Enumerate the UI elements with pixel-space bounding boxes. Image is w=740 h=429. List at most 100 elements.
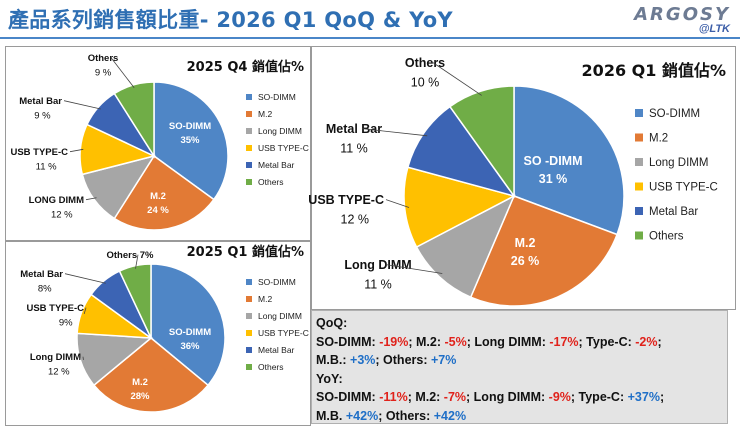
pie-chart-2025-q4: 2025 Q4 銷值佔% SO-DIMM 35% M.2 24 % LONG DIMM 12…: [10, 53, 309, 231]
pie-slice-long-dimm: [415, 194, 516, 299]
slice-value-label: 11 %: [36, 162, 58, 173]
yoy-line-1: SO-DIMM: -11%; M.2: -7%; Long DIMM: -9%;…: [316, 388, 723, 407]
slice-name-label: M.2: [150, 191, 166, 202]
legend-item-usb-type-c: USB TYPE-C: [246, 328, 309, 338]
slice-name-label: SO-DIMM: [169, 121, 211, 132]
pie-slice-m-2: [469, 195, 619, 307]
note-segment-pos: +37%: [627, 390, 660, 405]
note-segment-text: ; M.2:: [408, 334, 445, 349]
leader-line: [385, 199, 410, 208]
note-segment-neg: -9%: [548, 390, 571, 405]
legend-item-others: Others: [246, 177, 284, 187]
legend-label: SO-DIMM: [258, 277, 296, 287]
note-segment-pos: +42%: [433, 408, 467, 423]
legend-label: Others: [258, 177, 284, 187]
slice-value-label: 11 %: [340, 141, 368, 155]
qoq-heading: QoQ:: [316, 316, 348, 330]
legend-swatch: [635, 207, 643, 215]
data-label-metal-bar: Metal Bar 9 %: [19, 96, 101, 122]
slice-value-label: 9%: [59, 318, 73, 329]
yoy-line-2: M.B. +42%; Others: +42%: [316, 407, 723, 426]
note-segment-neg: -19%: [379, 334, 409, 349]
data-label-others: Others 7%: [107, 250, 155, 269]
slice-name-label: M.2: [515, 236, 536, 250]
note-segment-pos: +3%: [350, 353, 376, 368]
slice-name-label: Others: [88, 53, 119, 64]
pie-slice-so-dimm: [513, 85, 625, 236]
leader-line: [135, 254, 139, 269]
legend-item-so-dimm: SO-DIMM: [635, 108, 700, 120]
slice-name-label: Metal Bar: [326, 122, 382, 136]
slice-name-label: Others 7%: [107, 250, 155, 261]
note-segment-pos: +42%: [345, 408, 379, 423]
slice-value-label: 26 %: [511, 254, 540, 268]
legend-item-long-dimm: Long DIMM: [246, 311, 302, 321]
note-segment-neg: -11%: [379, 390, 408, 405]
legend-item-metal-bar: Metal Bar: [635, 206, 698, 218]
slice-value-label: 31 %: [539, 172, 568, 186]
legend-item-long-dimm: Long DIMM: [246, 126, 302, 136]
legend-swatch: [246, 94, 252, 100]
legend-label: USB TYPE-C: [649, 182, 718, 194]
legend-item-m-2: M.2: [246, 109, 272, 119]
pie-slice-metal-bar: [406, 105, 516, 198]
legend-label: SO-DIMM: [649, 108, 700, 120]
pie-slice-m-2: [92, 337, 210, 413]
leader-line: [85, 197, 97, 201]
note-segment-text: ;: [657, 334, 662, 349]
note-segment-text: M.B.: [316, 408, 346, 423]
pie-slice-others: [448, 85, 515, 199]
pie-panel-2025-q1: 2025 Q1 銷值佔% SO-DIMM 36% M.2 28% Long DIMM 12 …: [5, 241, 311, 426]
legend-item-usb-type-c: USB TYPE-C: [246, 143, 309, 153]
legend-item-metal-bar: Metal Bar: [246, 160, 295, 170]
data-label-metal-bar: Metal Bar 11 %: [326, 122, 428, 155]
leader-line: [361, 128, 428, 137]
legend-swatch: [635, 231, 643, 240]
legend-item-m-2: M.2: [246, 294, 272, 304]
note-segment-text: SO-DIMM:: [316, 334, 380, 349]
data-label-m-2: M.2 26 %: [511, 236, 540, 268]
note-segment-neg: -5%: [444, 334, 467, 349]
slice-name-label: USB TYPE-C: [10, 147, 68, 158]
note-segment-text: ; Long DIMM:: [466, 334, 550, 349]
legend-item-long-dimm: Long DIMM: [635, 157, 708, 169]
slice-value-label: 12 %: [51, 210, 73, 221]
slice-value-label: 28%: [130, 391, 150, 402]
slice-name-label: SO -DIMM: [523, 154, 582, 168]
slice-value-label: 8%: [38, 284, 52, 295]
slice-value-label: 12 %: [341, 212, 370, 226]
leader-line: [83, 307, 87, 315]
qoq-line-2: M.B.: +3%; Others: +7%: [316, 351, 723, 370]
legend-label: Metal Bar: [258, 160, 295, 170]
chart-title: 2025 Q4 銷值佔%: [187, 59, 304, 75]
legend-item-so-dimm: SO-DIMM: [246, 92, 296, 102]
data-label-long-dimm: Long DIMM 12 %: [30, 352, 84, 378]
logo-brand: ARGOSY: [634, 4, 730, 25]
company-logo: ARGOSY @LTK: [634, 4, 730, 35]
note-segment-neg: -17%: [549, 334, 579, 349]
slice-value-label: 12 %: [48, 367, 70, 378]
note-segment-text: ; M.2:: [407, 390, 444, 405]
note-segment-pos: +7%: [430, 353, 457, 368]
legend-swatch: [246, 296, 252, 302]
pie-chart-2026-q1: 2026 Q1 銷值佔% SO -DIMM 31 % M.2 26 % Long DIMM…: [308, 56, 726, 307]
pie-panel-2025-q4: 2025 Q4 銷值佔% SO-DIMM 35% M.2 24 % LONG DIMM 12…: [5, 46, 311, 241]
note-segment-text: ;: [659, 390, 665, 405]
legend-label: M.2: [258, 109, 272, 119]
slice-name-label: M.2: [132, 377, 148, 388]
legend-swatch: [246, 179, 252, 185]
data-label-long-dimm: LONG DIMM 12 %: [29, 195, 97, 221]
note-segment-text: ; Type-C:: [578, 334, 636, 349]
legend-swatch: [635, 158, 643, 166]
data-label-so-dimm: SO -DIMM 31 %: [523, 154, 582, 186]
slice-name-label: Others: [405, 56, 445, 70]
leader-line: [69, 148, 84, 153]
data-label-so-dimm: SO-DIMM 36%: [169, 327, 211, 352]
pie-slice-so-dimm: [150, 263, 226, 387]
legend-label: SO-DIMM: [258, 92, 296, 102]
slice-value-label: 35%: [180, 135, 200, 146]
leader-line: [63, 100, 101, 110]
data-label-m-2: M.2 24 %: [147, 191, 169, 216]
legend-item-metal-bar: Metal Bar: [246, 345, 295, 355]
